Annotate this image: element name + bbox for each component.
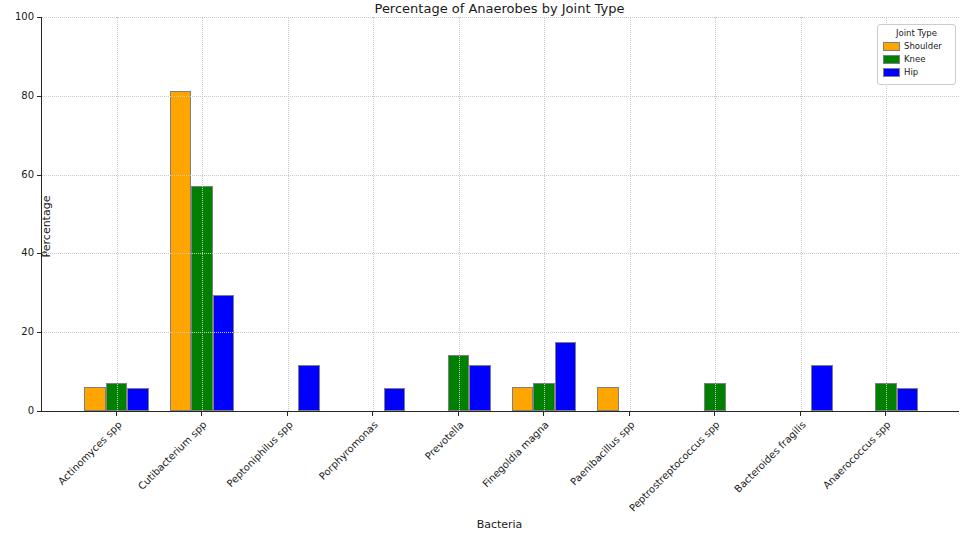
y-tick-mark xyxy=(37,253,41,254)
y-tick-mark xyxy=(37,411,41,412)
gridline-y-40 xyxy=(42,253,959,254)
x-tick-mark xyxy=(116,412,117,416)
legend-label: Shoulder xyxy=(904,41,942,51)
gridline-x xyxy=(288,17,289,411)
y-tick-mark xyxy=(37,175,41,176)
bar-hip-0 xyxy=(127,388,148,411)
x-tick-mark xyxy=(201,412,202,416)
gridline-x xyxy=(715,17,716,411)
bar-shoulder-5 xyxy=(512,387,533,411)
y-tick-label-0: 0 xyxy=(0,405,34,417)
gridline-y-60 xyxy=(42,175,959,176)
x-tick-mark xyxy=(714,412,715,416)
bar-hip-3 xyxy=(384,388,405,411)
legend: Joint Type Shoulder Knee Hip xyxy=(877,24,956,85)
chart-title: Percentage of Anaerobes by Joint Type xyxy=(41,1,958,16)
legend-title: Joint Type xyxy=(883,28,950,38)
y-axis-title: Percentage xyxy=(40,177,53,277)
gridline-x xyxy=(202,17,203,411)
bar-shoulder-6 xyxy=(597,387,618,411)
x-tick-mark xyxy=(372,412,373,416)
bar-hip-2 xyxy=(298,365,319,411)
y-tick-label-40: 40 xyxy=(0,247,34,259)
gridline-y-20 xyxy=(42,332,959,333)
bar-shoulder-1 xyxy=(170,91,191,411)
shoulder-swatch-icon xyxy=(883,42,900,51)
legend-entry-knee: Knee xyxy=(883,54,950,64)
legend-entry-shoulder: Shoulder xyxy=(883,41,950,51)
bar-hip-1 xyxy=(213,295,234,411)
x-tick-mark xyxy=(800,412,801,416)
y-tick-mark xyxy=(37,17,41,18)
y-tick-label-80: 80 xyxy=(0,90,34,102)
gridline-x xyxy=(801,17,802,411)
x-tick-mark xyxy=(885,412,886,416)
y-tick-mark xyxy=(37,96,41,97)
bar-hip-9 xyxy=(897,388,918,411)
gridline-x xyxy=(373,17,374,411)
gridline-y-80 xyxy=(42,96,959,97)
legend-label: Hip xyxy=(904,67,918,77)
bar-hip-8 xyxy=(811,365,832,411)
y-tick-label-20: 20 xyxy=(0,326,34,338)
gridline-x xyxy=(544,17,545,411)
bar-hip-5 xyxy=(555,342,576,411)
gridline-x xyxy=(459,17,460,411)
x-tick-mark xyxy=(458,412,459,416)
gridline-x xyxy=(630,17,631,411)
gridline-x xyxy=(117,17,118,411)
bar-hip-4 xyxy=(469,365,490,411)
figure: Percentage of Anaerobes by Joint Type Pe… xyxy=(0,0,963,539)
y-tick-mark xyxy=(37,332,41,333)
bar-shoulder-0 xyxy=(84,387,105,411)
x-tick-mark xyxy=(543,412,544,416)
y-tick-label-60: 60 xyxy=(0,169,34,181)
x-tick-mark xyxy=(287,412,288,416)
legend-entry-hip: Hip xyxy=(883,67,950,77)
legend-label: Knee xyxy=(904,54,925,64)
plot-area: Percentage xyxy=(41,17,959,412)
x-tick-mark xyxy=(629,412,630,416)
gridline-y-100 xyxy=(42,17,959,18)
hip-swatch-icon xyxy=(883,68,900,77)
knee-swatch-icon xyxy=(883,55,900,64)
y-tick-label-100: 100 xyxy=(0,11,34,23)
